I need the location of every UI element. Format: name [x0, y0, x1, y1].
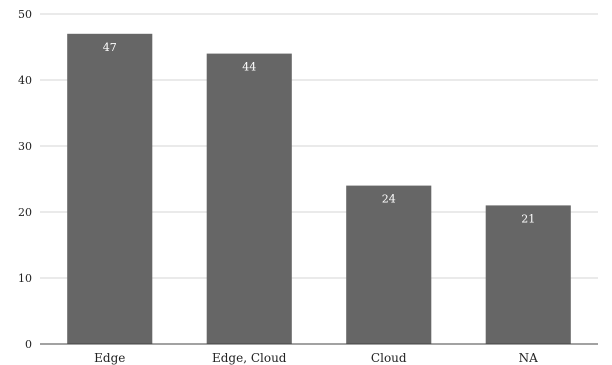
x-category-label: NA	[519, 351, 539, 365]
y-tick-label: 10	[18, 272, 32, 285]
bar-value-label: 24	[382, 193, 396, 206]
bar-value-label: 44	[242, 61, 256, 74]
y-axis-ticks: 0 10 20 30 40 50	[18, 8, 32, 351]
x-category-label: Cloud	[371, 351, 407, 365]
bar-3	[485, 205, 571, 344]
bar-value-label: 21	[521, 212, 535, 225]
x-category-label: Edge	[94, 351, 125, 365]
bar-0	[67, 33, 153, 345]
bar-1	[206, 53, 292, 344]
y-tick-label: 0	[25, 338, 32, 351]
y-tick-label: 40	[18, 74, 32, 87]
bar-2	[346, 185, 432, 344]
x-category-label: Edge, Cloud	[212, 351, 287, 365]
y-tick-label: 20	[18, 206, 32, 219]
y-tick-label: 50	[18, 8, 32, 21]
bars: 47 44 24 21	[67, 33, 571, 345]
bar-value-label: 47	[103, 41, 117, 54]
y-tick-label: 30	[18, 140, 32, 153]
x-axis-categories: Edge Edge, Cloud Cloud NA	[94, 351, 538, 365]
